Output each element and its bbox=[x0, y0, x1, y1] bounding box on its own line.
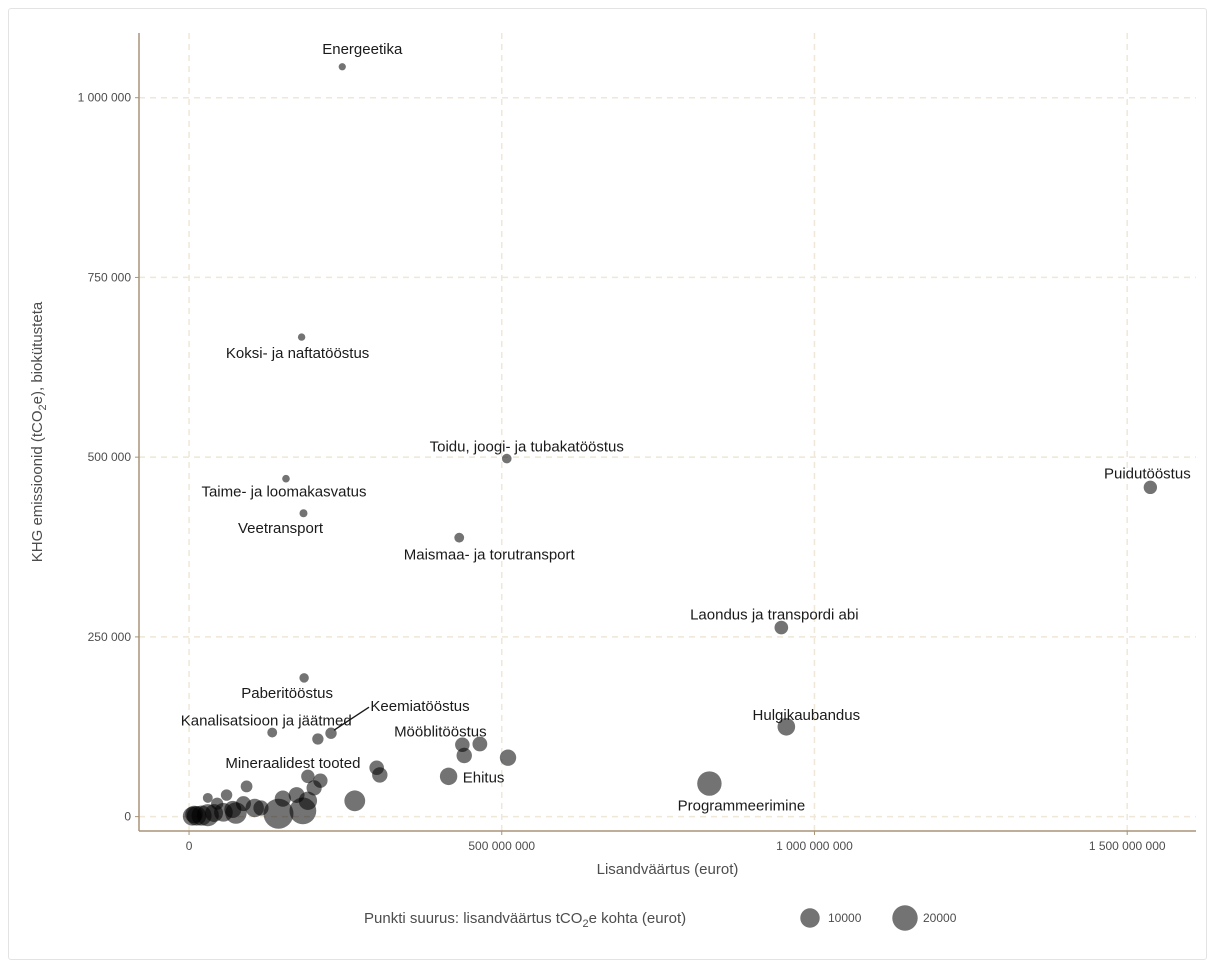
point-label: Mööblitööstus bbox=[394, 724, 487, 741]
data-point bbox=[774, 620, 789, 635]
data-point bbox=[456, 747, 472, 764]
y-axis-title-subscript: 2 bbox=[37, 404, 49, 410]
size-legend-title: Punkti suurus: lisandväärtus tCO2e kohta… bbox=[364, 910, 686, 930]
data-point bbox=[777, 717, 796, 736]
point-label: Keemiatööstus bbox=[370, 698, 469, 715]
data-point bbox=[499, 749, 517, 766]
point-label: Mineraalidest tooted bbox=[225, 755, 360, 772]
x-tick-label: 1 000 000 000 bbox=[776, 839, 853, 853]
data-point bbox=[1143, 480, 1158, 495]
data-point bbox=[325, 727, 337, 739]
data-point bbox=[299, 509, 308, 518]
data-point bbox=[263, 798, 294, 829]
size-legend-label: 10000 bbox=[828, 911, 862, 925]
y-axis-title: KHG emissioonid (tCO2e), biokütusteta bbox=[29, 301, 49, 562]
data-point bbox=[472, 736, 488, 752]
data-point bbox=[301, 769, 315, 784]
size-legend-title-part-1: Punkti suurus: lisandväärtus tCO bbox=[364, 910, 582, 927]
data-point bbox=[501, 453, 512, 464]
y-axis-title-part-1: KHG emissioonid (tCO bbox=[29, 410, 46, 562]
point-label: Laondus ja transpordi abi bbox=[690, 607, 858, 624]
y-tick-label: 250 000 bbox=[88, 630, 132, 644]
data-point bbox=[253, 800, 269, 816]
size-legend: Punkti suurus: lisandväärtus tCO2e kohta… bbox=[364, 905, 957, 931]
point-label: Toidu, joogi- ja tubakatööstus bbox=[430, 439, 624, 456]
data-point bbox=[344, 790, 366, 812]
point-label: Ehitus bbox=[463, 769, 505, 786]
point-label: Programmeerimine bbox=[678, 798, 806, 815]
point-label: Puidutööstus bbox=[1104, 465, 1191, 482]
size-legend-key bbox=[800, 908, 820, 928]
point-label: Veetransport bbox=[238, 520, 324, 537]
data-point bbox=[202, 792, 213, 803]
point-label: Paberitööstus bbox=[241, 685, 333, 702]
x-axis-title: Lisandväärtus (eurot) bbox=[597, 861, 739, 878]
data-point bbox=[312, 733, 324, 745]
x-tick-label: 500 000 000 bbox=[468, 839, 535, 853]
data-point bbox=[289, 797, 317, 825]
y-axis-title-part-2: e), biokütusteta bbox=[29, 301, 46, 404]
data-point bbox=[267, 727, 278, 738]
point-label: Maismaa- ja torutransport bbox=[404, 547, 576, 564]
data-point bbox=[297, 333, 306, 341]
point-label: Taime- ja loomakasvatus bbox=[201, 484, 366, 501]
axes bbox=[138, 33, 1196, 832]
point-label: Kanalisatsioon ja jäätmed bbox=[181, 713, 352, 730]
y-tick-label: 750 000 bbox=[88, 270, 132, 284]
size-legend-label: 20000 bbox=[923, 911, 957, 925]
data-point bbox=[185, 805, 203, 824]
size-legend-key bbox=[892, 905, 918, 931]
data-point bbox=[282, 474, 290, 483]
data-point bbox=[439, 767, 458, 786]
x-tick-label: 1 500 000 000 bbox=[1089, 839, 1166, 853]
scatter-chart: 0 500 000 000 1 000 000 000 1 500 000 000 0… bbox=[29, 33, 1196, 931]
y-tick-label: 500 000 bbox=[88, 450, 132, 464]
y-tick-label: 0 bbox=[124, 810, 131, 824]
data-point bbox=[372, 767, 388, 783]
data-points bbox=[182, 63, 1158, 829]
y-tick-label: 1 000 000 bbox=[78, 91, 132, 105]
data-point bbox=[338, 63, 346, 71]
grid bbox=[139, 33, 1196, 831]
chart-frame: 0 500 000 000 1 000 000 000 1 500 000 000 0… bbox=[8, 8, 1207, 960]
point-label: Energeetika bbox=[322, 41, 403, 58]
data-point bbox=[697, 771, 722, 796]
point-label: Koksi- ja naftatööstus bbox=[226, 345, 369, 362]
size-legend-title-subscript: 2 bbox=[582, 918, 588, 930]
label-leader-line bbox=[333, 706, 370, 731]
y-axis-ticks: 0 250 000 500 000 750 000 1 000 000 bbox=[78, 91, 139, 824]
x-axis-ticks: 0 500 000 000 1 000 000 000 1 500 000 000 bbox=[186, 831, 1166, 853]
size-legend-title-part-2: e kohta (eurot) bbox=[589, 910, 687, 927]
x-tick-label: 0 bbox=[186, 839, 193, 853]
point-labels: Energeetika Koksi- ja naftatööstus Toidu, … bbox=[181, 41, 1191, 815]
data-point bbox=[299, 673, 309, 683]
data-point bbox=[454, 532, 465, 543]
data-point bbox=[220, 789, 233, 801]
point-label: Hulgikaubandus bbox=[753, 707, 861, 724]
data-point bbox=[240, 780, 253, 793]
data-point bbox=[306, 780, 322, 796]
